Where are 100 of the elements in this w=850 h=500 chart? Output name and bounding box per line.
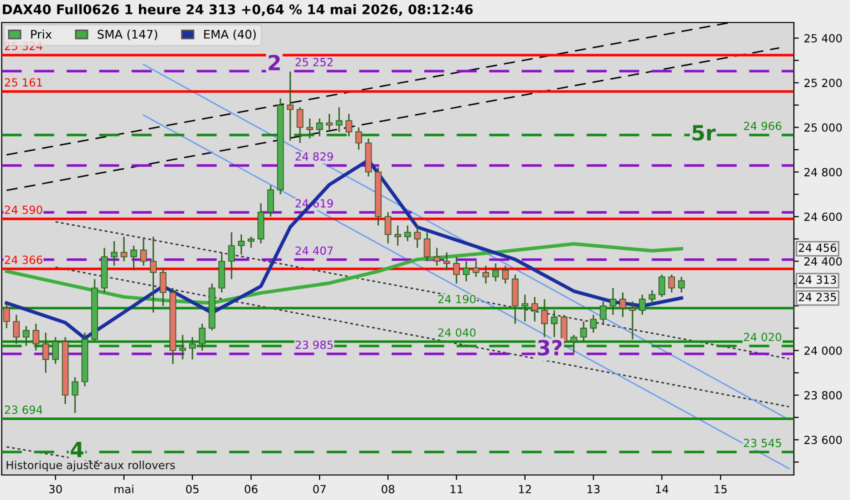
x-tick-label: 15 bbox=[714, 485, 727, 494]
ref-line-label: 25 324 bbox=[4, 42, 42, 50]
candlestick bbox=[160, 267, 166, 307]
candlestick bbox=[110, 240, 118, 266]
legend-label: EMA (40) bbox=[204, 30, 256, 40]
candlestick bbox=[443, 252, 450, 271]
ref-line-label: 24 020 bbox=[744, 332, 782, 342]
ref-line-label: 25 252 bbox=[296, 58, 333, 66]
candlestick bbox=[638, 294, 646, 316]
candlestick bbox=[629, 300, 636, 340]
ref-line-label: 23 694 bbox=[4, 406, 42, 414]
x-tick-label: 07 bbox=[313, 484, 326, 494]
candlestick bbox=[570, 334, 578, 354]
candlestick bbox=[404, 224, 411, 242]
y-tick-label: 24 600 bbox=[804, 212, 842, 221]
candlestick bbox=[346, 113, 352, 137]
candlestick bbox=[502, 265, 509, 284]
candlestick bbox=[550, 310, 558, 338]
ref-line-label: 24 590 bbox=[4, 206, 42, 214]
y-tick-label: 24 000 bbox=[804, 346, 842, 355]
candlestick bbox=[434, 247, 440, 266]
candlestick bbox=[394, 224, 402, 246]
ref-line-label: 24 966 bbox=[744, 122, 782, 130]
candlestick bbox=[238, 234, 245, 256]
candlestick bbox=[228, 232, 235, 280]
candlestick bbox=[600, 300, 607, 324]
x-tick-label: 12 bbox=[519, 484, 531, 494]
candlestick bbox=[32, 323, 40, 352]
ref-line-label: 23 545 bbox=[744, 438, 782, 448]
annotation: 5r bbox=[692, 125, 716, 141]
candlestick bbox=[179, 334, 186, 360]
x-tick-label: 06 bbox=[244, 484, 258, 494]
y-tick-label: 23 600 bbox=[804, 436, 842, 444]
candlestick bbox=[120, 236, 128, 262]
x-tick-label: mai bbox=[114, 484, 134, 494]
candlestick bbox=[424, 232, 430, 262]
candlestick bbox=[482, 265, 490, 284]
candlestick bbox=[619, 292, 626, 318]
ref-line-label: 24 829 bbox=[296, 152, 333, 161]
candlestick bbox=[580, 320, 587, 342]
ref-line-label: 24 407 bbox=[296, 246, 333, 255]
annotation: Historique ajusté aux rollovers bbox=[6, 460, 175, 472]
candlestick bbox=[130, 244, 138, 271]
candlestick bbox=[414, 224, 421, 249]
ref-line-label: 24 366 bbox=[4, 256, 42, 264]
candlestick bbox=[72, 376, 78, 414]
ref-line-label: 25 161 bbox=[4, 78, 42, 87]
candlestick bbox=[522, 294, 528, 322]
candlestick bbox=[316, 118, 323, 137]
legend-label: SMA (147) bbox=[98, 30, 158, 40]
candlestick bbox=[668, 274, 675, 294]
candlestick bbox=[453, 256, 460, 284]
candlestick bbox=[355, 126, 362, 150]
candlestick bbox=[52, 336, 59, 365]
y-tick-label: 24 400 bbox=[804, 257, 842, 266]
ref-line-label: 24 190 bbox=[438, 294, 476, 304]
y-tick-label: 25 000 bbox=[804, 123, 842, 132]
annotation: 24 235 bbox=[798, 292, 836, 302]
candlestick bbox=[198, 323, 206, 352]
x-tick-label: 08 bbox=[382, 484, 394, 494]
ref-line-label: 24 040 bbox=[438, 328, 476, 337]
candlestick bbox=[13, 314, 20, 344]
candlestick bbox=[678, 276, 685, 294]
x-tick-label: 14 bbox=[656, 485, 668, 494]
line-series bbox=[4, 242, 684, 305]
annotation: 2 bbox=[268, 54, 280, 70]
y-tick-label: 25 400 bbox=[804, 34, 842, 42]
candlestick bbox=[189, 336, 196, 360]
candlestick bbox=[267, 184, 274, 218]
candlestick bbox=[42, 332, 50, 374]
candlestick bbox=[648, 290, 656, 304]
candlestick bbox=[610, 287, 616, 316]
x-tick-label: 30 bbox=[49, 484, 62, 494]
candlestick bbox=[326, 113, 333, 130]
y-tick-label: 24 800 bbox=[804, 168, 842, 176]
y-tick-label: 25 200 bbox=[804, 78, 842, 88]
candlestick bbox=[248, 236, 254, 249]
annotation: 3? bbox=[538, 340, 562, 356]
candlestick bbox=[531, 296, 538, 322]
candlestick bbox=[296, 106, 304, 144]
ref-line-label: 23 985 bbox=[296, 340, 333, 350]
candlestick bbox=[336, 106, 342, 133]
candlestick bbox=[286, 70, 294, 142]
candlestick bbox=[492, 262, 499, 282]
candlestick bbox=[22, 325, 30, 347]
candlestick bbox=[306, 118, 314, 140]
x-tick-label: 05 bbox=[186, 484, 199, 494]
y-tick-label: 23 800 bbox=[804, 391, 842, 400]
x-tick-label: 13 bbox=[588, 484, 600, 494]
candlestick bbox=[140, 238, 147, 266]
candlestick bbox=[462, 260, 470, 282]
candlestick bbox=[150, 236, 157, 314]
annotation: 24 313 bbox=[798, 275, 836, 284]
legend-label: Prix bbox=[31, 30, 52, 39]
candlestick bbox=[3, 302, 10, 329]
annotation: 24 456 bbox=[798, 244, 836, 252]
x-tick-label: 11 bbox=[450, 485, 463, 494]
candlestick bbox=[590, 314, 597, 334]
candlestick bbox=[658, 274, 666, 298]
chart-title: DAX40 Full0626 1 heure 24 313 +0,64 % 14 mai 2026, 08:12:46 bbox=[2, 4, 473, 16]
